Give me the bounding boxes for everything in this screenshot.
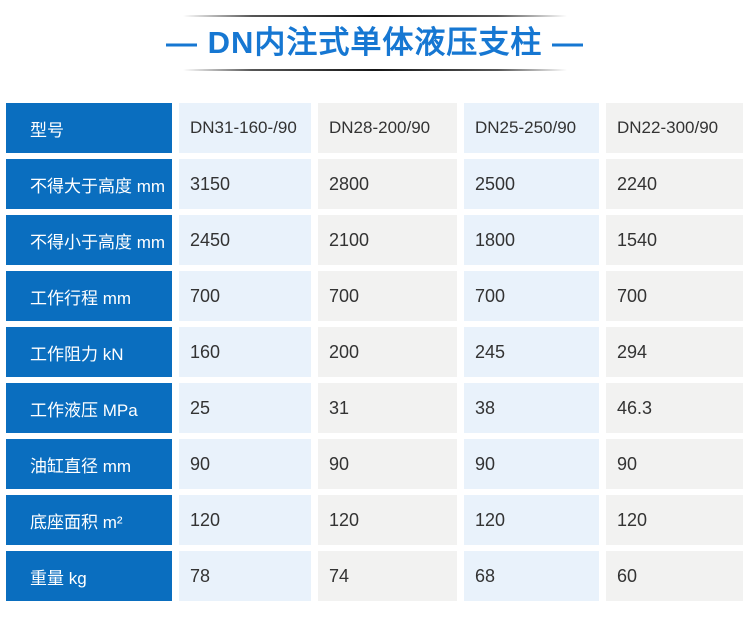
spec-cell: 2800 — [318, 159, 457, 209]
spec-cell: 1540 — [606, 215, 743, 265]
title-banner: — DN内注式单体液压支柱 — — [0, 0, 750, 71]
spec-row-label: 不得大于高度 mm — [6, 159, 172, 209]
spec-cell: 3150 — [179, 159, 311, 209]
spec-cell: 160 — [179, 327, 311, 377]
spec-cell: 90 — [318, 439, 457, 489]
spec-cell: 68 — [464, 551, 599, 601]
spec-cell: 31 — [318, 383, 457, 433]
spec-cell: 2100 — [318, 215, 457, 265]
spec-row-label: 底座面积 m² — [6, 495, 172, 545]
spec-cell: 700 — [606, 271, 743, 321]
spec-cell-model: DN22-300/90 — [606, 103, 743, 153]
spec-row-label: 工作阻力 kN — [6, 327, 172, 377]
title-rule-top — [183, 15, 567, 17]
spec-cell: 700 — [464, 271, 599, 321]
spec-cell: 38 — [464, 383, 599, 433]
spec-row-label: 工作行程 mm — [6, 271, 172, 321]
spec-cell: 294 — [606, 327, 743, 377]
spec-row-label: 重量 kg — [6, 551, 172, 601]
spec-cell-model: DN28-200/90 — [318, 103, 457, 153]
spec-cell: 120 — [606, 495, 743, 545]
spec-cell: 74 — [318, 551, 457, 601]
spec-table: 型号 DN31-160-/90 DN28-200/90 DN25-250/90 … — [6, 103, 750, 601]
title-rule-bottom — [183, 69, 567, 71]
spec-cell: 2240 — [606, 159, 743, 209]
spec-cell-model: DN25-250/90 — [464, 103, 599, 153]
spec-cell: 90 — [606, 439, 743, 489]
spec-cell: 78 — [179, 551, 311, 601]
spec-cell: 2500 — [464, 159, 599, 209]
spec-cell: 46.3 — [606, 383, 743, 433]
spec-cell: 2450 — [179, 215, 311, 265]
spec-cell: 120 — [318, 495, 457, 545]
page-title: — DN内注式单体液压支柱 — — [166, 25, 584, 60]
spec-cell: 25 — [179, 383, 311, 433]
spec-cell: 200 — [318, 327, 457, 377]
spec-cell: 120 — [179, 495, 311, 545]
spec-cell: 90 — [179, 439, 311, 489]
spec-cell: 60 — [606, 551, 743, 601]
spec-row-label: 工作液压 MPa — [6, 383, 172, 433]
spec-cell: 245 — [464, 327, 599, 377]
spec-cell: 120 — [464, 495, 599, 545]
spec-cell: 1800 — [464, 215, 599, 265]
spec-row-label: 型号 — [6, 103, 172, 153]
spec-row-label: 不得小于高度 mm — [6, 215, 172, 265]
spec-cell: 700 — [179, 271, 311, 321]
spec-cell: 90 — [464, 439, 599, 489]
spec-row-label: 油缸直径 mm — [6, 439, 172, 489]
spec-cell: 700 — [318, 271, 457, 321]
spec-cell-model: DN31-160-/90 — [179, 103, 311, 153]
